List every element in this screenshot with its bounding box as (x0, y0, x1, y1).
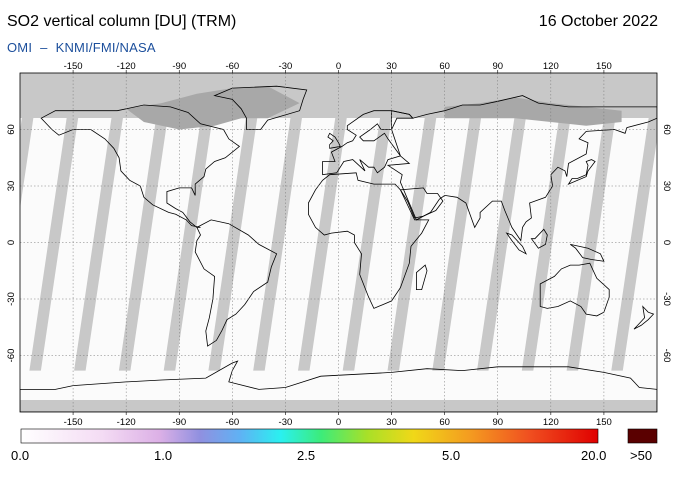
coastline-antarctica (20, 360, 657, 412)
lon-label-top--120: -120 (117, 61, 136, 72)
longitude-ticks-bottom: -150 -120 -90 -60 -30 0 30 60 90 120 150 (64, 412, 612, 428)
lon-label-top-120: 120 (543, 61, 559, 72)
lon-label-bottom--30: -30 (279, 417, 293, 428)
coastline-europe (322, 110, 414, 176)
orbit-gap-swath (118, 106, 170, 371)
coastline-arabia (399, 187, 444, 219)
orbit-gap-swath (253, 106, 304, 371)
lon-label-bottom--120: -120 (117, 417, 136, 428)
map-canvas (20, 73, 657, 412)
lat-label-left-60: 60 (6, 124, 17, 135)
orbit-gap-swath (20, 106, 35, 209)
lat-label-right-30: 30 (661, 181, 672, 192)
orbit-gap-swath (611, 106, 657, 371)
lon-label-bottom--150: -150 (64, 417, 83, 428)
coastline-south-america (194, 219, 278, 347)
lat-label-left--60: -60 (6, 349, 17, 363)
no-data-swaths (20, 106, 657, 371)
colorbar-label-2-5: 2.5 (297, 448, 316, 463)
coastline-asia (386, 95, 657, 242)
lon-label-top-30: 30 (386, 61, 397, 72)
provider-label: KNMI/FMI/NASA (55, 40, 156, 55)
lon-label-bottom-120: 120 (543, 417, 559, 428)
coastline-australia (539, 262, 610, 317)
orbit-gap-swath (477, 106, 528, 371)
coastline-uk (327, 132, 341, 149)
colorbar-label-20: 20.0 (581, 448, 607, 463)
lon-label-top-90: 90 (492, 61, 503, 72)
coastline-new-zealand (633, 305, 655, 330)
latitude-ticks-left: 60 30 0 -30 -60 (6, 124, 17, 362)
credit-line: OMI – KNMI/FMI/NASA (7, 40, 156, 55)
coastline-japan (567, 159, 596, 185)
lon-label-top--90: -90 (172, 61, 186, 72)
lon-label-top-0: 0 (336, 61, 341, 72)
instrument-label: OMI (7, 40, 33, 55)
lon-label-top-150: 150 (596, 61, 612, 72)
latitude-ticks-right: 60 30 0 -30 -60 (661, 124, 672, 362)
coastline-new-guinea (570, 244, 605, 262)
land-no-data-canada-greenland (126, 86, 300, 130)
lon-label-top--60: -60 (225, 61, 239, 72)
lon-label-top-60: 60 (439, 61, 450, 72)
lon-label-top--150: -150 (64, 61, 83, 72)
coastline-greenland (213, 85, 308, 130)
lon-label-bottom-150: 150 (596, 417, 612, 428)
colorbar-label-0: 0.0 (11, 448, 30, 463)
lat-label-right--60: -60 (661, 349, 672, 363)
orbit-gap-swath (74, 106, 125, 371)
orbit-gap-swath (208, 106, 259, 371)
orbit-gap-swath (342, 106, 394, 371)
lat-label-left-30: 30 (6, 181, 17, 192)
lat-label-right-0: 0 (661, 240, 672, 245)
orbit-gap-swath (387, 106, 438, 371)
lat-label-left-0: 0 (6, 240, 17, 245)
orbit-gap-swath (521, 106, 573, 371)
lat-label-right--30: -30 (661, 292, 672, 306)
coastline-borneo (530, 228, 548, 249)
colorbar-label-1: 1.0 (154, 448, 173, 463)
lon-label-bottom-0: 0 (336, 417, 341, 428)
lat-label-left--30: -30 (6, 292, 17, 306)
land-no-data-areas (126, 86, 622, 130)
lon-label-bottom-30: 30 (386, 417, 397, 428)
lon-label-top--30: -30 (279, 61, 293, 72)
map-date: 16 October 2022 (538, 13, 658, 30)
orbit-gap-swath (29, 106, 80, 371)
lon-label-bottom--90: -90 (172, 417, 186, 428)
coastline-madagascar (415, 264, 428, 291)
colorbar (20, 428, 599, 444)
graticule (20, 73, 657, 412)
colorbar-label-5: 5.0 (442, 448, 461, 463)
coastline-africa (307, 172, 430, 309)
lon-label-bottom-90: 90 (492, 417, 503, 428)
orbit-gap-swath (163, 106, 215, 371)
credit-separator: – (40, 40, 48, 55)
lon-label-bottom-60: 60 (439, 417, 450, 428)
lat-label-right-60: 60 (661, 124, 672, 135)
colorbar-overflow-box (627, 428, 658, 444)
orbit-gap-swath (566, 106, 617, 371)
map-title: SO2 vertical column [DU] (TRM) (7, 13, 237, 30)
lon-label-bottom--60: -60 (225, 417, 239, 428)
longitude-ticks-top: -150 -120 -90 -60 -30 0 30 60 90 120 150 (64, 61, 612, 73)
colorbar-label-overflow: >50 (630, 448, 653, 463)
coastline-sumatra (505, 232, 527, 255)
land-no-data-siberia (444, 97, 622, 126)
